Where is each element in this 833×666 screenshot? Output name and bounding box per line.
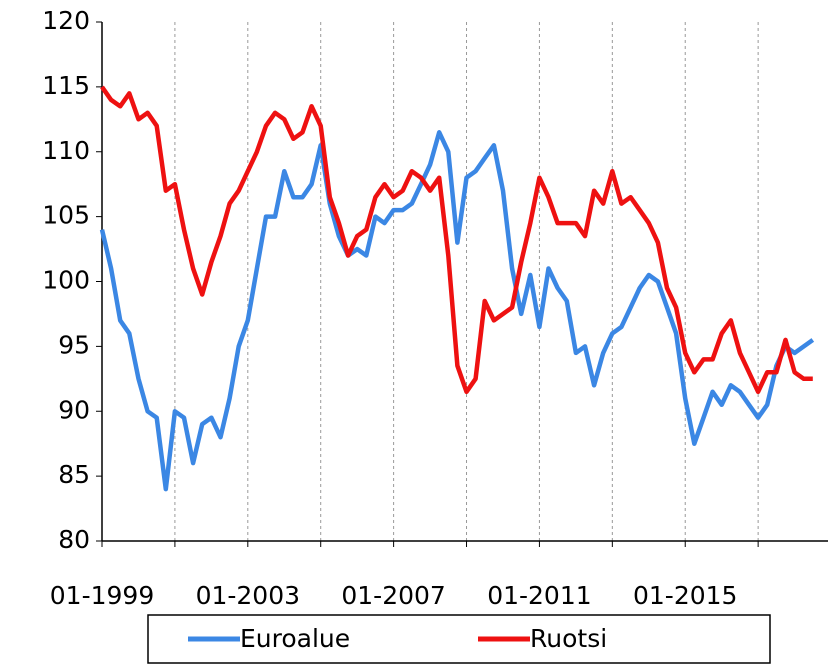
y-tick-label: 105 bbox=[42, 201, 90, 230]
y-tick-label: 120 bbox=[42, 6, 90, 35]
legend-label: Euroalue bbox=[240, 624, 350, 653]
line-series bbox=[99, 130, 815, 492]
x-tick-label: 01-2007 bbox=[341, 581, 445, 610]
legend-box bbox=[147, 614, 771, 664]
y-tick-label: 95 bbox=[58, 330, 90, 359]
y-tick-label: 110 bbox=[42, 136, 90, 165]
y-tick-label: 115 bbox=[42, 71, 90, 100]
x-tick-label: 01-1999 bbox=[50, 581, 154, 610]
y-tick-label: 100 bbox=[42, 266, 90, 295]
x-tick-label: 01-2011 bbox=[487, 581, 591, 610]
y-tick-label: 90 bbox=[58, 395, 90, 424]
x-tick-label: 01-2015 bbox=[633, 581, 737, 610]
x-tick-label: 01-2003 bbox=[196, 581, 300, 610]
legend-label: Ruotsi bbox=[530, 624, 607, 653]
y-tick-label: 80 bbox=[58, 525, 90, 554]
y-tick-label: 85 bbox=[58, 460, 90, 489]
line-series bbox=[100, 85, 813, 395]
